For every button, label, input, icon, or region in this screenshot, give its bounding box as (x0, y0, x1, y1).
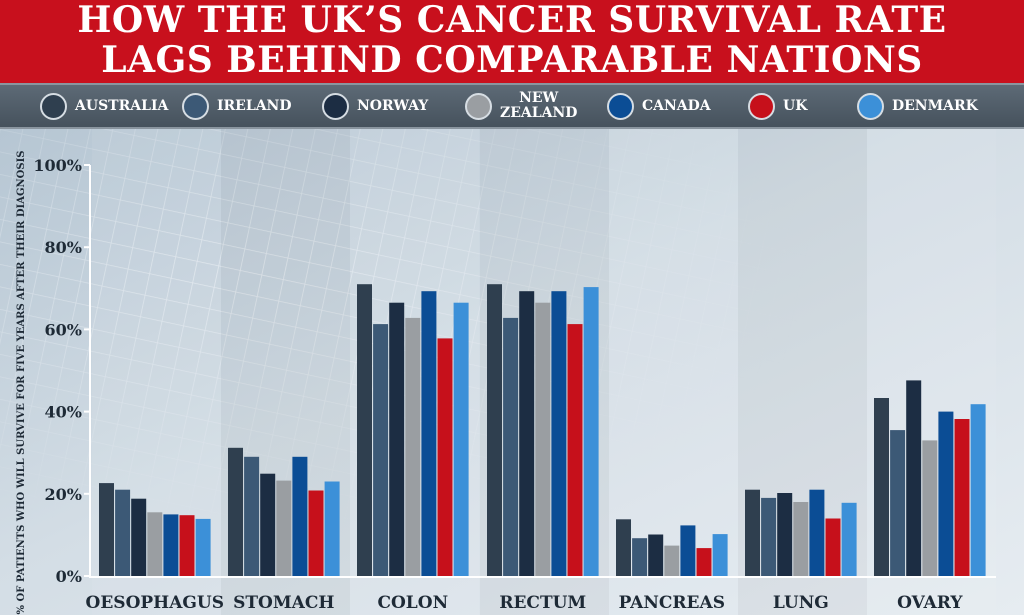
bar (260, 473, 276, 576)
category-label: STOMACH (233, 593, 334, 613)
bar (712, 534, 728, 576)
bar-chart: 0% 20% 40% 60% 80% 100% OESOPHAGUS STOMACH COLO… (0, 129, 1024, 615)
bar (696, 548, 712, 576)
bar (970, 404, 986, 576)
y-tick-label: 0% (56, 567, 82, 586)
legend-item-new-zealand: NEW ZEALAND (465, 85, 577, 127)
bar (777, 493, 793, 576)
bar (938, 411, 954, 576)
legend-swatch-uk (748, 92, 775, 120)
legend-swatch-australia (40, 92, 67, 120)
legend-swatch-denmark (857, 92, 884, 120)
category-label: OESOPHAGUS (86, 593, 225, 613)
bar (115, 489, 131, 576)
legend-label-canada: CANADA (642, 97, 711, 114)
bar (453, 302, 469, 576)
bar (389, 302, 405, 576)
title-line-2: LAGS BEHIND COMPARABLE NATIONS (101, 39, 923, 81)
bar (664, 545, 680, 576)
title-banner: HOW THE UK’S CANCER SURVIVAL RATE LAGS B… (0, 0, 1024, 83)
bar (179, 515, 195, 576)
bar (324, 481, 340, 576)
bar (244, 456, 260, 576)
legend-swatch-ireland (182, 92, 209, 120)
legend-item-canada: CANADA (607, 85, 711, 127)
legend-swatch-norway (322, 92, 349, 120)
legend-swatch-new-zealand (465, 92, 492, 120)
legend-label-australia: AUSTRALIA (75, 97, 169, 114)
y-tick-label: 40% (45, 403, 82, 422)
bar (761, 497, 777, 576)
bar (648, 534, 664, 576)
bar (421, 291, 437, 576)
bar (308, 490, 324, 576)
bar (147, 512, 163, 576)
bar (292, 456, 308, 576)
bar (276, 480, 292, 576)
bar (519, 291, 535, 576)
legend-item-ireland: IRELAND (182, 85, 292, 127)
title-line-1: HOW THE UK’S CANCER SURVIVAL RATE (77, 0, 947, 41)
bar (793, 502, 809, 576)
bar (503, 317, 519, 576)
category-label: LUNG (773, 593, 829, 613)
bar (535, 302, 551, 576)
bar (551, 291, 567, 576)
legend-item-australia: AUSTRALIA (40, 85, 168, 127)
y-tick-label: 60% (45, 320, 82, 339)
legend-label-ireland: IRELAND (217, 97, 292, 114)
legend-item-denmark: DENMARK (857, 85, 978, 127)
bar (228, 447, 243, 576)
bar (890, 430, 906, 576)
bar (745, 489, 760, 576)
legend-label-norway: NORWAY (357, 97, 429, 114)
bar (841, 502, 857, 576)
bar (632, 538, 648, 576)
legend-item-norway: NORWAY (322, 85, 428, 127)
legend-label-new-zealand: NEW ZEALAND (500, 90, 578, 121)
bar (825, 518, 841, 576)
bar (906, 380, 922, 576)
legend-swatch-canada (607, 92, 634, 120)
legend-label-uk: UK (783, 97, 808, 114)
category-label: PANCREAS (619, 593, 725, 613)
legend-label-denmark: DENMARK (892, 97, 978, 114)
y-axis-label: % OF PATIENTS WHO WILL SURVIVE FOR FIVE … (16, 151, 27, 615)
bar (99, 483, 114, 576)
bar (567, 324, 583, 576)
bar (405, 317, 421, 576)
bar (922, 440, 938, 576)
bar (195, 518, 211, 576)
category-label: OVARY (897, 593, 963, 613)
category-label: RECTUM (499, 593, 586, 613)
legend-item-uk: UK (748, 85, 807, 127)
y-tick-label: 100% (33, 156, 82, 175)
bar (163, 514, 179, 576)
bar (357, 284, 372, 576)
bar (809, 489, 825, 576)
bar (680, 525, 696, 576)
bar (373, 324, 389, 576)
bar (131, 498, 147, 576)
bar (583, 287, 599, 576)
bar (954, 419, 970, 576)
bar (437, 338, 453, 576)
y-tick-label: 20% (45, 485, 82, 504)
bar (487, 284, 502, 576)
bar (616, 519, 631, 576)
legend: AUSTRALIA IRELAND NORWAY NEW ZEALAND CANA… (0, 83, 1024, 129)
bar (874, 398, 889, 576)
y-tick-label: 80% (45, 238, 82, 257)
category-label: COLON (377, 593, 448, 613)
